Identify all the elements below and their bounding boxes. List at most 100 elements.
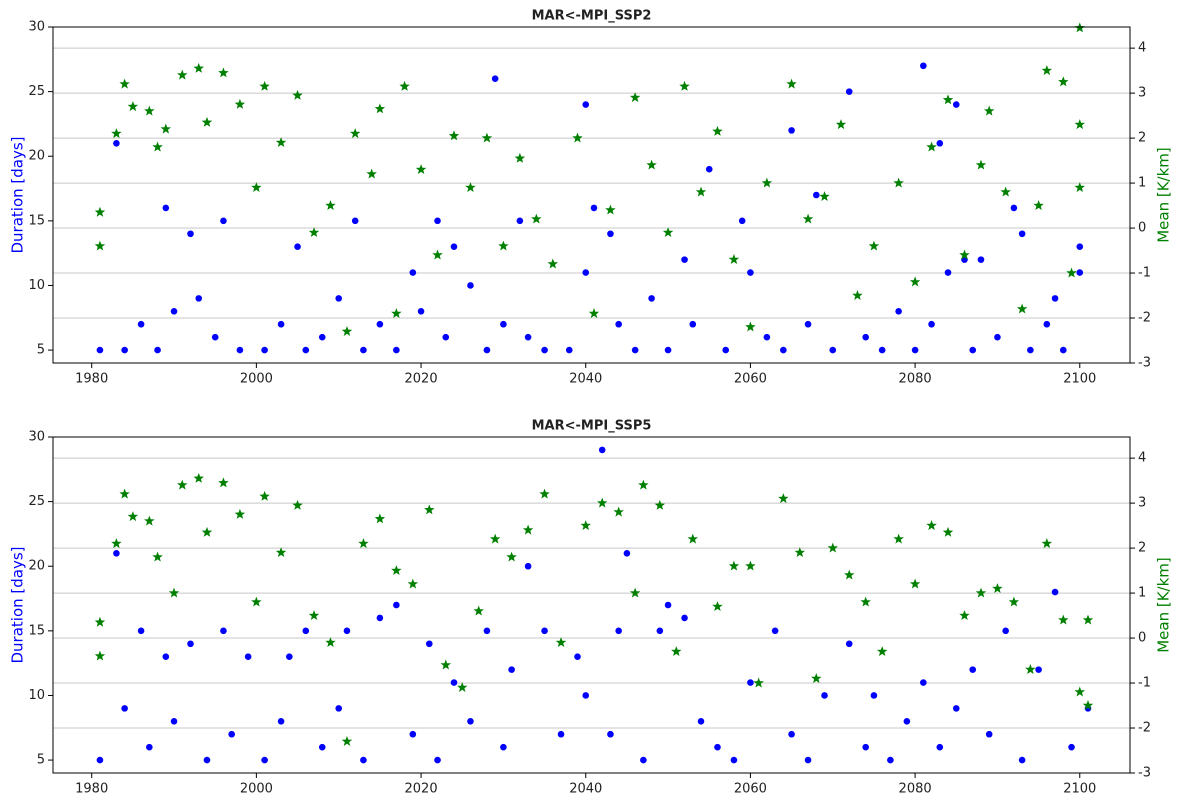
point	[887, 756, 894, 764]
y-tick-label: 10	[28, 688, 45, 703]
point	[936, 140, 944, 147]
point	[664, 601, 672, 609]
point	[121, 346, 128, 354]
y-tick-label: 15	[28, 213, 45, 228]
x-tick-label: 2060	[734, 372, 767, 387]
point	[376, 320, 384, 328]
point	[582, 101, 590, 108]
star-point	[251, 182, 262, 192]
star-point	[1033, 200, 1044, 210]
point	[590, 204, 598, 212]
star-point	[646, 159, 657, 170]
star-point	[168, 587, 180, 598]
star-point	[350, 128, 361, 139]
star-point	[259, 80, 270, 91]
point	[409, 730, 417, 738]
star-point	[374, 513, 386, 524]
y2-tick-label: 3	[1138, 86, 1146, 101]
point	[821, 692, 828, 699]
point	[137, 627, 145, 635]
star-point	[94, 240, 106, 251]
point	[211, 333, 219, 341]
point	[582, 692, 590, 699]
star-point	[844, 569, 855, 580]
point	[113, 550, 120, 557]
star-point	[119, 488, 130, 499]
point	[1027, 346, 1034, 354]
point	[969, 666, 977, 673]
star-point	[1058, 614, 1069, 625]
point	[121, 705, 128, 712]
panel: 1980 2000 2020 2040 2060 2080 210051015202530-…	[9, 419, 1173, 797]
star-point	[127, 101, 139, 112]
star-point	[1025, 664, 1036, 674]
point	[565, 346, 573, 354]
star-point	[457, 682, 468, 692]
y-axis-label: Duration [days]	[9, 136, 27, 253]
star-point	[852, 290, 863, 300]
star-point	[251, 596, 262, 607]
plot-frame	[52, 26, 1131, 364]
point	[96, 756, 104, 764]
point	[376, 614, 384, 622]
star-point	[572, 132, 583, 143]
point	[920, 679, 927, 686]
star-point	[152, 141, 163, 152]
point	[360, 346, 367, 354]
star-point	[325, 637, 336, 647]
point	[434, 756, 441, 764]
point	[845, 88, 853, 95]
point	[920, 62, 927, 70]
star-point	[111, 128, 122, 139]
star-point	[415, 164, 427, 174]
point	[335, 705, 343, 712]
x-tick-label: 2020	[405, 782, 438, 797]
point	[318, 743, 326, 751]
point	[393, 346, 400, 354]
star-point	[942, 526, 954, 537]
y-tick-label: 25	[28, 494, 45, 509]
point	[681, 614, 688, 622]
star-point	[498, 240, 509, 251]
point	[862, 743, 869, 751]
point	[878, 346, 886, 354]
star-point	[1082, 700, 1094, 710]
point	[516, 217, 524, 225]
star-point	[860, 596, 871, 607]
star-point	[712, 125, 723, 136]
star-point	[399, 80, 410, 91]
star-point	[597, 497, 608, 508]
x-tick-label: 2100	[1063, 372, 1096, 387]
star-point	[94, 616, 106, 627]
y2-tick-label: 1	[1138, 586, 1146, 601]
star-point	[1008, 596, 1020, 607]
y2-tick-label: 4	[1138, 451, 1146, 466]
y2-tick-label: -1	[1138, 676, 1151, 691]
point	[500, 320, 507, 328]
star-point	[119, 78, 130, 89]
point	[598, 446, 606, 454]
star-point	[1058, 76, 1069, 87]
point	[343, 627, 351, 635]
star-point	[835, 119, 847, 130]
point	[541, 346, 548, 354]
star-point	[975, 587, 987, 598]
point	[261, 346, 268, 354]
point	[747, 679, 754, 686]
point	[681, 256, 688, 263]
point	[582, 269, 590, 276]
star-point	[424, 504, 435, 515]
star-point	[539, 488, 550, 499]
star-point	[712, 601, 723, 611]
star-point	[193, 472, 204, 483]
y-tick-label: 5	[37, 343, 45, 358]
star-point	[605, 204, 616, 215]
point	[788, 127, 795, 134]
star-point	[481, 132, 493, 143]
star-point	[325, 200, 336, 210]
star-point	[687, 533, 698, 544]
point	[1068, 743, 1075, 751]
y-tick-label: 30	[28, 20, 45, 35]
point	[574, 653, 581, 660]
y-tick-label: 25	[28, 84, 45, 99]
